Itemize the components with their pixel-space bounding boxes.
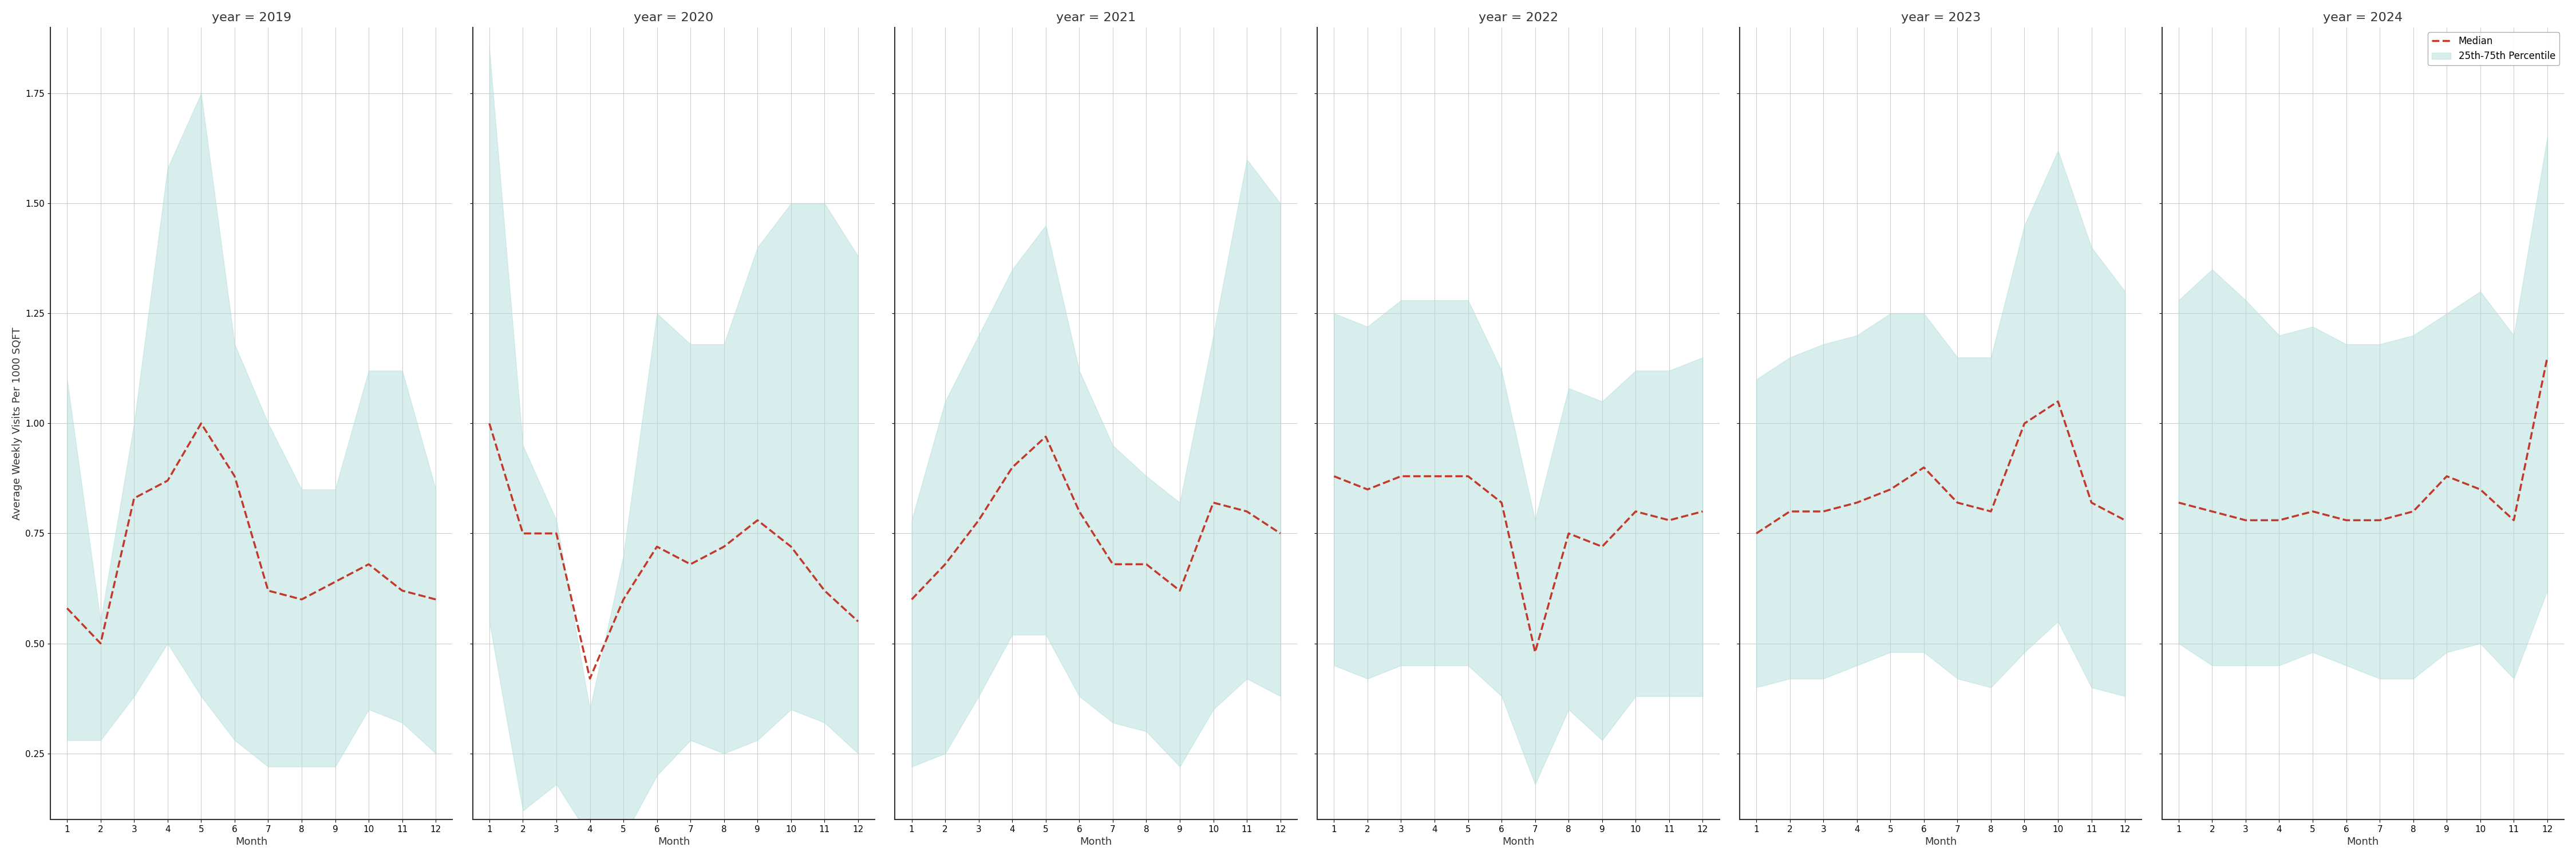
Median [574,673,605,684]
Median [997,462,1028,472]
Median [2365,515,2396,526]
Median [118,493,149,503]
Median [1741,528,1772,539]
Median [2499,515,2530,526]
Title: year = 2023: year = 2023 [1901,12,1981,23]
Median [152,476,183,486]
Median [2009,418,2040,429]
Median [1587,541,1618,551]
Median [1131,559,1162,570]
Median [1164,586,1195,596]
X-axis label: Month: Month [1924,837,1958,847]
Median [1553,528,1584,539]
Median [2398,506,2429,516]
Median [2197,506,2228,516]
Title: year = 2024: year = 2024 [2324,12,2403,23]
Median [2532,352,2563,362]
Median [1064,506,1095,516]
Median [896,594,927,605]
Median [2110,515,2141,526]
Median [353,559,384,570]
Median [1486,497,1517,508]
Line: Median: Median [489,423,858,679]
Median [641,541,672,551]
Median [2076,497,2107,508]
Median [809,586,840,596]
Y-axis label: Average Weekly Visits Per 1000 SQFT: Average Weekly Visits Per 1000 SQFT [13,327,23,520]
Median [963,515,994,526]
Median [708,541,739,551]
Median [1419,471,1450,481]
Median [2465,484,2496,495]
Median [2331,515,2362,526]
Median [386,586,417,596]
Median [1386,471,1417,481]
Median [1976,506,2007,516]
X-axis label: Month: Month [1079,837,1113,847]
Median [507,528,538,539]
Median [1520,647,1551,657]
X-axis label: Month: Month [1502,837,1535,847]
Median [675,559,706,570]
Median [930,559,961,570]
Median [775,541,806,551]
Median [319,576,350,587]
Line: Median: Median [67,423,435,643]
Median [1030,431,1061,442]
Legend: Median, 25th-75th Percentile: Median, 25th-75th Percentile [2429,33,2561,65]
Median [1097,559,1128,570]
X-axis label: Month: Month [657,837,690,847]
Median [185,418,216,429]
Median [2264,515,2295,526]
Median [52,603,82,613]
Median [474,418,505,429]
Median [1352,484,1383,495]
X-axis label: Month: Month [2347,837,2380,847]
Line: Median: Median [1334,476,1703,652]
Median [1265,528,1296,539]
Median [219,471,250,481]
Title: year = 2019: year = 2019 [211,12,291,23]
Median [1319,471,1350,481]
Median [85,638,116,649]
Median [2043,396,2074,406]
Median [608,594,639,605]
Title: year = 2022: year = 2022 [1479,12,1558,23]
Median [1654,515,1685,526]
Line: Median: Median [2179,357,2548,521]
Median [1198,497,1229,508]
Median [1687,506,1718,516]
Line: Median: Median [1757,401,2125,533]
Median [842,616,873,626]
X-axis label: Month: Month [234,837,268,847]
Median [1453,471,1484,481]
Median [420,594,451,605]
Median [2231,515,2262,526]
Median [1909,462,1940,472]
Median [252,586,283,596]
Median [286,594,317,605]
Median [1620,506,1651,516]
Median [1875,484,1906,495]
Line: Median: Median [912,436,1280,600]
Median [1775,506,1806,516]
Median [2298,506,2329,516]
Median [1942,497,1973,508]
Median [2432,471,2463,481]
Median [1231,506,1262,516]
Title: year = 2021: year = 2021 [1056,12,1136,23]
Median [2164,497,2195,508]
Median [1842,497,1873,508]
Median [1808,506,1839,516]
Title: year = 2020: year = 2020 [634,12,714,23]
Median [742,515,773,526]
Median [541,528,572,539]
